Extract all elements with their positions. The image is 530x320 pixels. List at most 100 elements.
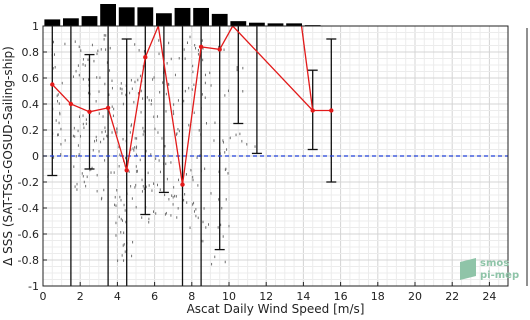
scatter-point bbox=[156, 115, 158, 118]
mean-marker bbox=[198, 44, 204, 49]
scatter-point bbox=[198, 129, 200, 132]
scatter-point bbox=[123, 203, 125, 207]
scatter-point bbox=[133, 149, 135, 152]
scatter-point bbox=[111, 86, 113, 90]
scatter-point bbox=[77, 144, 79, 147]
histogram-bar bbox=[44, 19, 61, 26]
scatter-point bbox=[101, 131, 103, 134]
scatter-point bbox=[135, 205, 137, 209]
scatter-point bbox=[108, 93, 110, 96]
scatter-point bbox=[218, 198, 220, 201]
scatter-point bbox=[193, 83, 195, 87]
scatter-point bbox=[96, 139, 98, 142]
scatter-point bbox=[129, 131, 131, 134]
scatter-point bbox=[188, 86, 190, 90]
mean-marker bbox=[143, 55, 148, 60]
scatter-point bbox=[61, 81, 63, 85]
scatter-point bbox=[120, 231, 122, 234]
scatter-point bbox=[88, 78, 90, 81]
scatter-point bbox=[85, 118, 87, 121]
scatter-point bbox=[101, 196, 103, 200]
histogram-bar bbox=[193, 7, 210, 27]
scatter-point bbox=[165, 110, 167, 113]
scatter-point bbox=[106, 134, 108, 138]
scatter-point bbox=[158, 52, 160, 56]
scatter-point bbox=[164, 213, 166, 216]
scatter-point bbox=[224, 94, 226, 97]
scatter-point bbox=[246, 143, 248, 146]
scatter-point bbox=[118, 165, 120, 168]
x-tick-label: 18 bbox=[371, 290, 385, 303]
scatter-point bbox=[112, 114, 114, 118]
scatter-point bbox=[183, 48, 185, 51]
scatter-point bbox=[111, 105, 113, 108]
scatter-point bbox=[196, 156, 198, 160]
scatter-point bbox=[197, 216, 199, 220]
scatter-point bbox=[242, 66, 244, 70]
scatter-point bbox=[173, 112, 175, 116]
scatter-point bbox=[92, 148, 94, 152]
scatter-point bbox=[128, 170, 130, 173]
scatter-point bbox=[153, 115, 155, 119]
scatter-point bbox=[82, 175, 84, 178]
scatter-point bbox=[124, 250, 126, 253]
scatter-point bbox=[143, 187, 145, 190]
scatter-point bbox=[95, 135, 97, 139]
scatter-point bbox=[104, 130, 106, 133]
scatter-point bbox=[103, 34, 105, 37]
scatter-point bbox=[119, 87, 121, 90]
scatter-point bbox=[60, 127, 62, 131]
scatter-point bbox=[165, 162, 167, 166]
scatter-point bbox=[155, 212, 157, 215]
scatter-point bbox=[141, 216, 143, 219]
scatter-point bbox=[143, 50, 145, 53]
scatter-point bbox=[218, 45, 220, 49]
scatter-point bbox=[114, 195, 116, 199]
x-tick-label: 20 bbox=[408, 290, 422, 303]
scatter-point bbox=[148, 184, 150, 187]
scatter-point bbox=[202, 220, 204, 224]
scatter-point bbox=[60, 153, 62, 156]
scatter-point bbox=[135, 183, 137, 187]
scatter-point bbox=[164, 193, 166, 197]
y-tick-label: 0.4 bbox=[22, 98, 40, 111]
scatter-point bbox=[106, 61, 108, 64]
scatter-point bbox=[125, 220, 127, 224]
scatter-point bbox=[135, 165, 137, 168]
scatter-point bbox=[224, 151, 226, 154]
logo-icon bbox=[460, 258, 476, 280]
scatter-point bbox=[168, 198, 170, 201]
scatter-point bbox=[142, 184, 144, 188]
scatter-point bbox=[177, 99, 179, 102]
y-axis-label: Δ SSS (SAT-TSG-GOSUD-Sailing-ship) bbox=[1, 46, 15, 266]
scatter-point bbox=[228, 224, 230, 228]
scatter-point bbox=[201, 39, 203, 42]
scatter-point bbox=[134, 146, 136, 149]
scatter-point bbox=[202, 58, 204, 62]
scatter-point bbox=[91, 43, 93, 47]
scatter-point bbox=[119, 195, 121, 199]
scatter-point bbox=[56, 94, 58, 98]
x-tick-label: 6 bbox=[151, 290, 158, 303]
scatter-point bbox=[95, 100, 97, 103]
scatter-point bbox=[178, 56, 180, 60]
scatter-point bbox=[177, 207, 179, 210]
scatter-point bbox=[151, 189, 153, 192]
scatter-point bbox=[134, 43, 136, 46]
scatter-point bbox=[170, 161, 172, 164]
scatter-point bbox=[121, 254, 123, 257]
y-tick-labels: -1 -0.8 -0.6 -0.4 -0.2 0 0.2 0.4 0.6 0.8 1 bbox=[18, 20, 47, 293]
scatter-point bbox=[125, 156, 127, 160]
scatter-point bbox=[204, 81, 206, 85]
scatter-point bbox=[175, 133, 177, 136]
scatter-point bbox=[84, 64, 86, 67]
scatter-point bbox=[222, 141, 224, 144]
scatter-point bbox=[156, 183, 158, 187]
y-tick-label: -0.8 bbox=[18, 254, 39, 267]
scatter-point bbox=[208, 223, 210, 226]
x-tick-label: 4 bbox=[114, 290, 121, 303]
scatter-point bbox=[191, 88, 193, 91]
scatter-point bbox=[204, 73, 206, 77]
scatter-point bbox=[173, 186, 175, 189]
